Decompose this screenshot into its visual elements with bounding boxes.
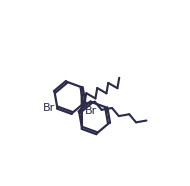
Text: Br: Br [43,103,55,113]
Text: Br: Br [85,106,97,116]
